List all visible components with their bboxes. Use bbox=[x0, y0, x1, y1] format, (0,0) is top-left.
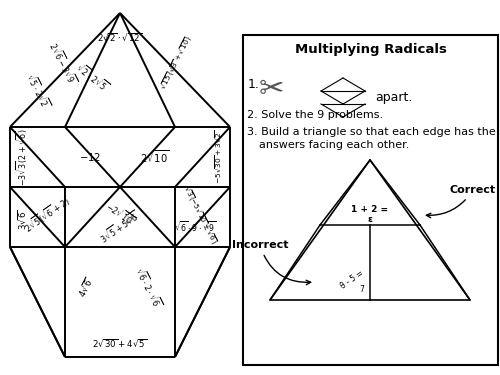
Text: $2\sqrt{5}(\sqrt{6}+2)$: $2\sqrt{5}(\sqrt{6}+2)$ bbox=[21, 194, 73, 237]
Text: $\sqrt{15}(\sqrt{3}+\sqrt{10})$: $\sqrt{15}(\sqrt{3}+\sqrt{10})$ bbox=[158, 33, 196, 93]
Text: answers facing each other.: answers facing each other. bbox=[259, 140, 410, 150]
Text: 1 + 2 =: 1 + 2 = bbox=[352, 206, 389, 214]
Text: 7: 7 bbox=[360, 285, 364, 294]
Text: 1.: 1. bbox=[248, 78, 260, 92]
Text: Multiplying Radicals: Multiplying Radicals bbox=[294, 44, 446, 57]
Polygon shape bbox=[270, 160, 470, 300]
Text: Incorrect: Incorrect bbox=[232, 240, 310, 285]
Text: $\sqrt{5}\cdot 2\sqrt{2}$: $\sqrt{5}\cdot 2\sqrt{2}$ bbox=[23, 70, 53, 110]
Text: θ - 5 =: θ - 5 = bbox=[339, 269, 365, 291]
Text: $\sqrt{6}\cdot 2\cdot\sqrt{6}$: $\sqrt{6}\cdot 2\cdot\sqrt{6}$ bbox=[132, 264, 164, 310]
Text: $2\sqrt{30}+4\sqrt{5}$: $2\sqrt{30}+4\sqrt{5}$ bbox=[92, 337, 148, 349]
Text: $3\sqrt{5}+5\sqrt{6}$: $3\sqrt{5}+5\sqrt{6}$ bbox=[97, 208, 143, 246]
Text: $\sqrt{6}\cdot 9\cdot\sqrt{9}$: $\sqrt{6}\cdot 9\cdot\sqrt{9}$ bbox=[174, 220, 216, 234]
Text: apart.: apart. bbox=[375, 91, 412, 104]
Text: $2\sqrt{10}$: $2\sqrt{10}$ bbox=[140, 148, 170, 165]
Text: $-2\sqrt{10}$: $-2\sqrt{10}$ bbox=[103, 198, 137, 228]
Text: $-12$: $-12$ bbox=[79, 151, 101, 163]
Text: 3. Build a triangle so that each edge has the same: 3. Build a triangle so that each edge ha… bbox=[247, 127, 500, 137]
Text: $\sqrt{3}(-5\sqrt{10}+\sqrt{6})$: $\sqrt{3}(-5\sqrt{10}+\sqrt{6})$ bbox=[180, 184, 220, 246]
Text: ε: ε bbox=[368, 216, 372, 225]
Bar bbox=[243, 35, 498, 365]
Text: $2\sqrt{2}\cdot\sqrt{12}$: $2\sqrt{2}\cdot\sqrt{12}$ bbox=[98, 31, 142, 43]
Text: $-3\sqrt{3}(2+\sqrt{6})$: $-3\sqrt{3}(2+\sqrt{6})$ bbox=[14, 128, 30, 186]
Text: $2\sqrt{6}-3\sqrt{9}$: $2\sqrt{6}-3\sqrt{9}$ bbox=[46, 39, 80, 87]
Text: $3\sqrt{6}$: $3\sqrt{6}$ bbox=[16, 210, 28, 230]
Text: $\sqrt{2}\cdot 2\sqrt{5}$: $\sqrt{2}\cdot 2\sqrt{5}$ bbox=[72, 60, 112, 94]
Text: $-5\sqrt{30}+3\sqrt{2}$: $-5\sqrt{30}+3\sqrt{2}$ bbox=[213, 130, 223, 184]
Text: 2. Solve the 9 problems.: 2. Solve the 9 problems. bbox=[247, 110, 383, 120]
Text: $4\sqrt{6}$: $4\sqrt{6}$ bbox=[75, 275, 95, 299]
Text: Correct: Correct bbox=[426, 185, 496, 218]
Text: ✂: ✂ bbox=[258, 75, 284, 105]
